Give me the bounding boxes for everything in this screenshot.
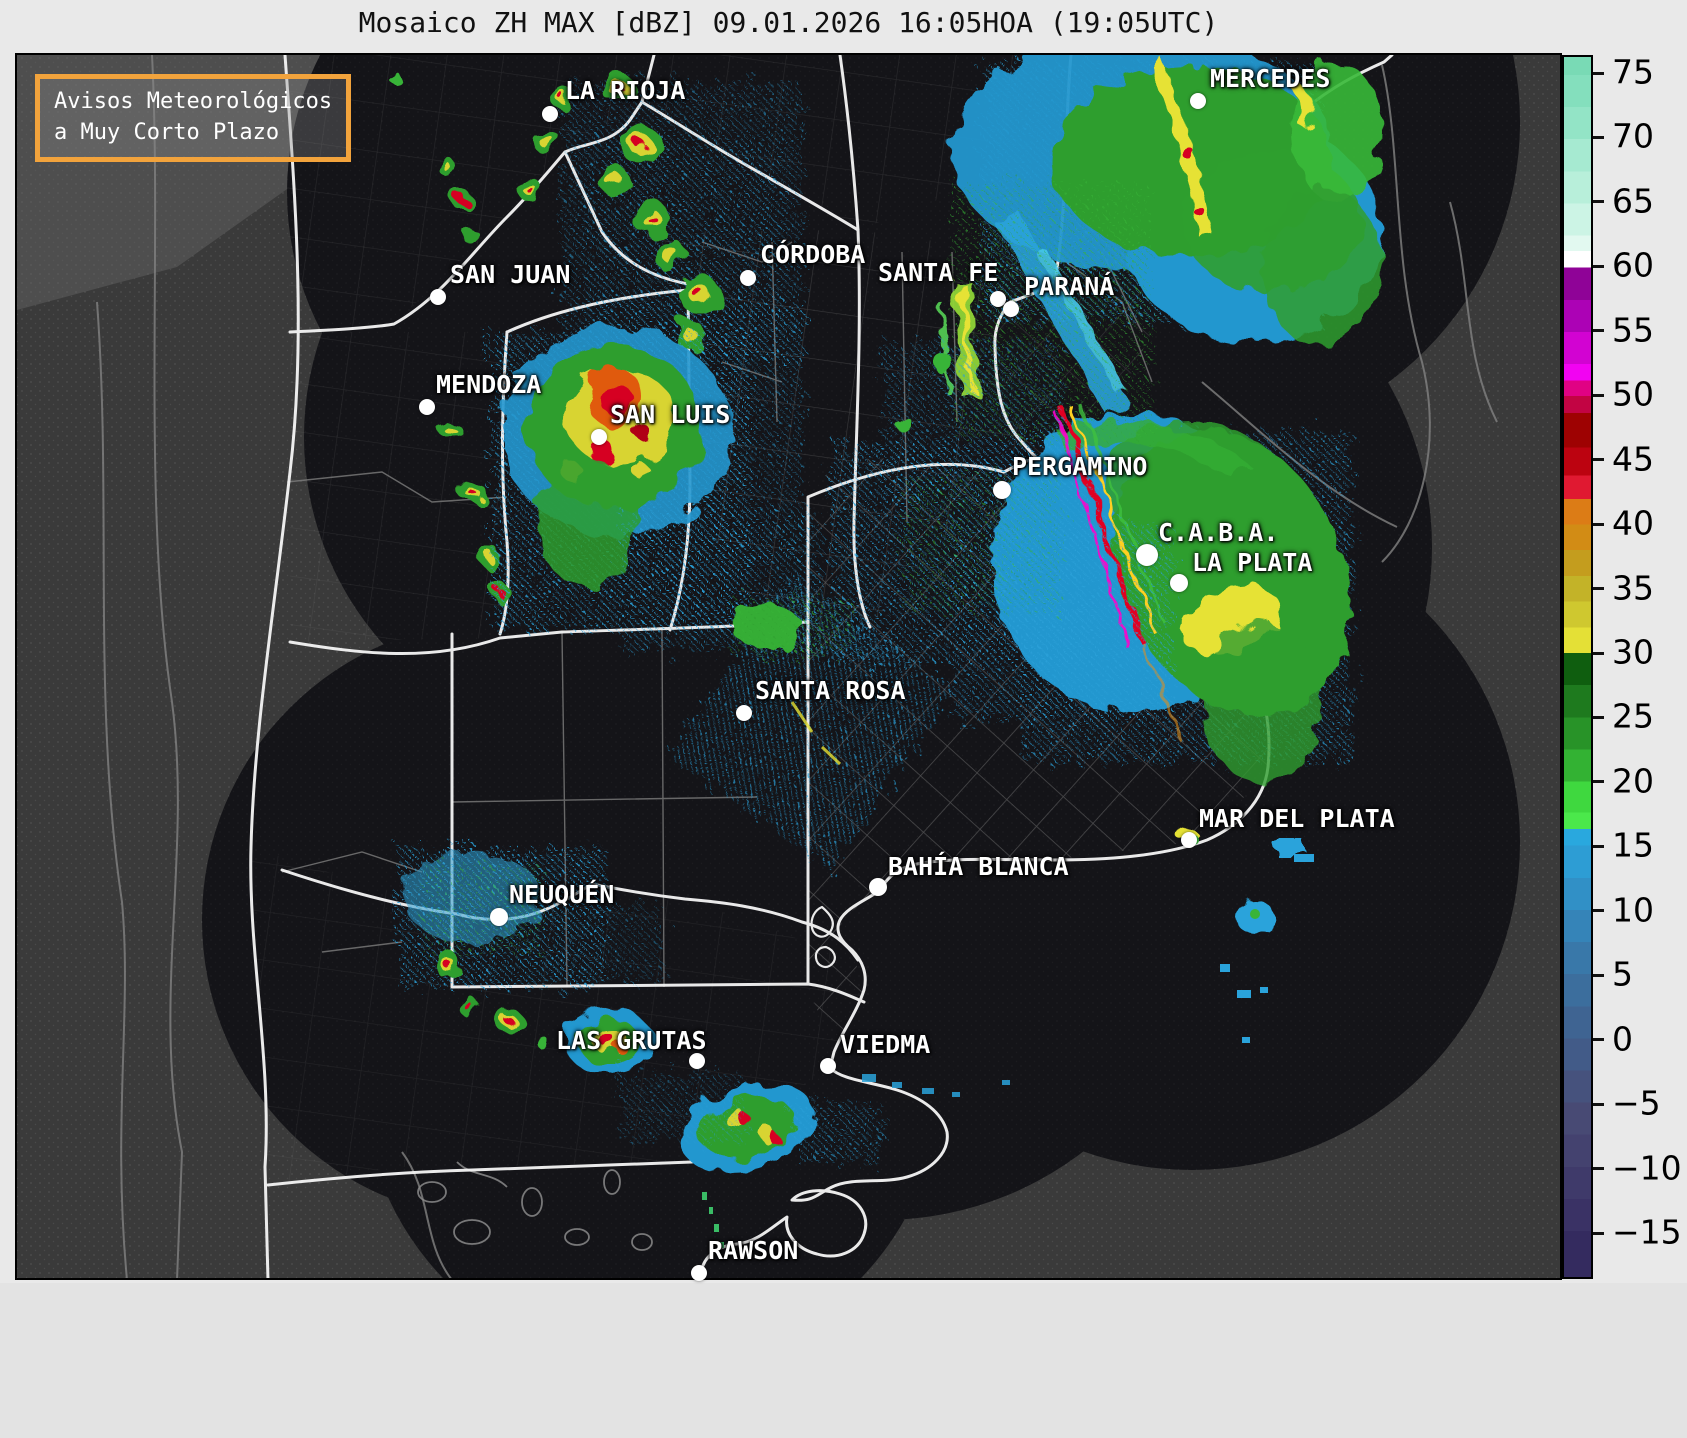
- colorbar-tick-label: 35: [1612, 568, 1654, 608]
- colorbar-tick-label: 45: [1612, 439, 1654, 479]
- warning-line1: Avisos Meteorológicos: [54, 89, 333, 114]
- colorbar-tick: [1593, 1038, 1604, 1042]
- storm-cells-cordoba: [386, 69, 719, 601]
- colorbar-tick: [1593, 780, 1604, 784]
- colorbar: 75 70 65 60 55 50 45 40 35 30 25 20 15 10 5 0 −5 −10 −15: [1562, 52, 1687, 1279]
- foreign-borders: [96, 55, 1498, 1278]
- colorbar-tick-label: −5: [1612, 1083, 1661, 1123]
- colorbar-gradient: [1562, 55, 1593, 1279]
- page-title: Mosaico ZH MAX [dBZ] 09.01.2026 16:05HOA…: [358, 6, 1219, 39]
- colorbar-tick: [1593, 1102, 1604, 1106]
- colorbar-tick: [1593, 200, 1604, 204]
- andes-lakes: [417, 1161, 653, 1251]
- colorbar-tick: [1593, 1231, 1604, 1235]
- colorbar-tick: [1593, 587, 1604, 591]
- colorbar-tick: [1593, 264, 1604, 268]
- colorbar-tick: [1593, 1167, 1604, 1171]
- colorbar-tick-label: 75: [1612, 52, 1654, 92]
- colorbar-tick-label: 30: [1612, 632, 1654, 672]
- colorbar-tick-label: 65: [1612, 181, 1654, 221]
- radar-map: [15, 53, 1562, 1280]
- colorbar-tick: [1593, 393, 1604, 397]
- colorbar-tick: [1593, 715, 1604, 719]
- colorbar-tick: [1593, 844, 1604, 848]
- colorbar-tick: [1593, 973, 1604, 977]
- colorbar-tick-label: 15: [1612, 826, 1654, 866]
- radar-echoes: [386, 55, 1382, 1248]
- colorbar-tick-label: 25: [1612, 697, 1654, 737]
- radar-map-svg: [17, 55, 1560, 1278]
- colorbar-tick-label: 5: [1612, 954, 1633, 994]
- colorbar-tick-label: −15: [1612, 1212, 1682, 1252]
- colorbar-tick-label: 10: [1612, 890, 1654, 930]
- colorbar-tick-label: −10: [1612, 1148, 1682, 1188]
- warning-line2: a Muy Corto Plazo: [54, 119, 280, 145]
- colorbar-tick: [1593, 522, 1604, 526]
- colorbar-tick: [1593, 329, 1604, 333]
- colorbar-tick: [1593, 71, 1604, 75]
- colorbar-tick-label: 55: [1612, 310, 1654, 350]
- colorbar-tick: [1593, 135, 1604, 139]
- storm-neuquen: [397, 847, 662, 1048]
- colorbar-tick-label: 50: [1612, 374, 1654, 414]
- colorbar-tick: [1593, 651, 1604, 655]
- colorbar-tick-label: 40: [1612, 503, 1654, 543]
- warning-box: Avisos Meteorológicos a Muy Corto Plazo: [35, 74, 352, 162]
- footer: Servicio Meteorológico Nacional Argentin…: [0, 1283, 1687, 1438]
- colorbar-tick: [1593, 909, 1604, 913]
- colorbar-tick-label: 20: [1612, 761, 1654, 801]
- colorbar-tick-label: 0: [1612, 1019, 1633, 1059]
- colorbar-tick-label: 70: [1612, 117, 1654, 157]
- colorbar-tick-label: 60: [1612, 246, 1654, 286]
- colorbar-tick: [1593, 458, 1604, 462]
